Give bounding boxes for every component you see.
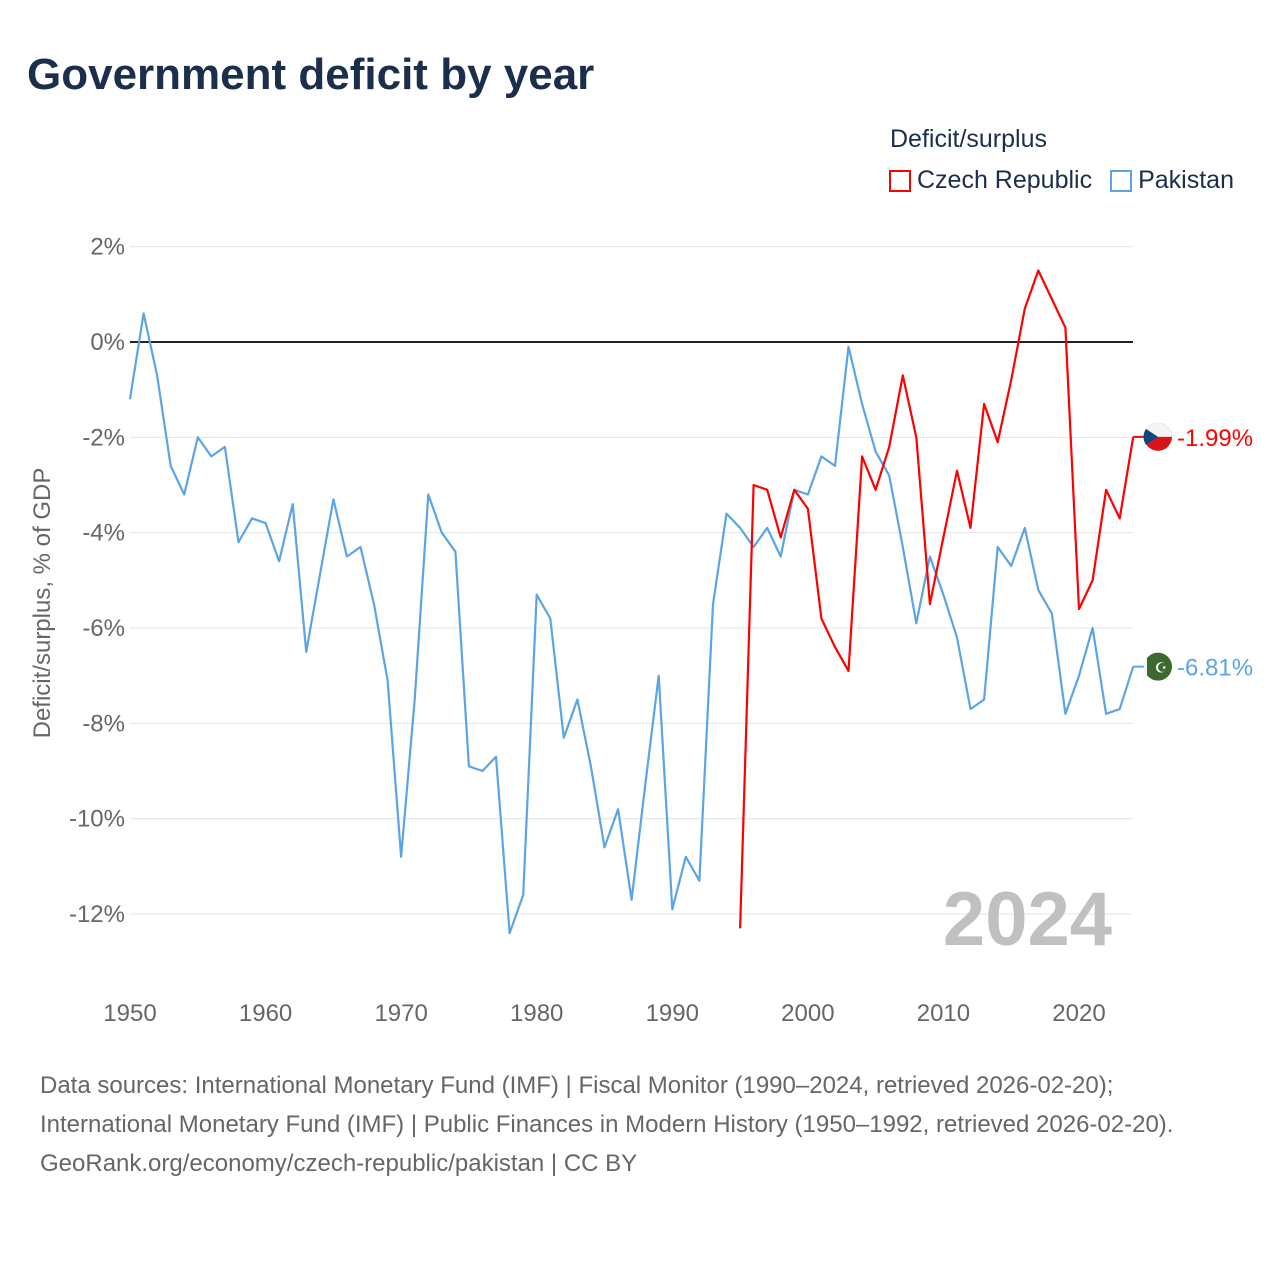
crescent-icon: ☪ xyxy=(1155,660,1168,676)
chart-title: Government deficit by year xyxy=(27,50,595,99)
legend-label: Pakistan xyxy=(1138,166,1234,194)
y-tick-label: -8% xyxy=(82,710,125,737)
x-tick-label: 1990 xyxy=(646,1000,699,1027)
legend-item-czech-republic[interactable]: Czech Republic xyxy=(889,166,1092,195)
legend-swatch-czech-republic xyxy=(889,169,911,192)
legend: Czech Republic Pakistan xyxy=(889,166,1234,195)
y-tick-label: -6% xyxy=(82,615,125,642)
footer: Data sources: International Monetary Fun… xyxy=(40,1066,1240,1183)
pakistan-flag-icon xyxy=(1144,652,1172,681)
y-tick-label: -4% xyxy=(82,520,125,547)
end-value-label-pakistan: -6.81% xyxy=(1177,655,1253,682)
y-tick-label: -12% xyxy=(69,901,125,928)
czech-flag-triangle xyxy=(1143,428,1158,445)
y-tick-label: 2% xyxy=(90,234,125,261)
x-tick-label: 2000 xyxy=(781,1000,834,1027)
x-tick-label: 1970 xyxy=(374,1000,427,1027)
credit-link[interactable]: GeoRank.org/economy/czech-republic/pakis… xyxy=(40,1150,638,1177)
y-tick-label: -2% xyxy=(82,424,125,451)
year-watermark: 2024 xyxy=(943,877,1112,962)
y-axis-label: Deficit/surplus, % of GDP xyxy=(29,468,56,739)
data-sources: Data sources: International Monetary Fun… xyxy=(40,1072,1174,1138)
y-tick-label: 0% xyxy=(90,329,125,356)
x-tick-label: 1950 xyxy=(103,1000,156,1027)
x-tick-label: 1960 xyxy=(239,1000,292,1027)
legend-swatch-pakistan xyxy=(1110,169,1133,192)
x-tick-label: 2010 xyxy=(917,1000,970,1027)
x-tick-label: 2020 xyxy=(1052,1000,1105,1027)
legend-item-pakistan[interactable]: Pakistan xyxy=(1110,166,1234,195)
end-value-label-czech-republic: -1.99% xyxy=(1177,425,1253,452)
legend-label: Czech Republic xyxy=(917,166,1093,194)
y-tick-label: -10% xyxy=(69,806,125,833)
x-tick-label: 1980 xyxy=(510,1000,563,1027)
legend-title: Deficit/surplus xyxy=(890,125,1047,153)
series-line-czech-republic xyxy=(739,269,1135,929)
pakistan-flag-white xyxy=(1143,657,1147,676)
series-line-pakistan xyxy=(128,312,1135,935)
